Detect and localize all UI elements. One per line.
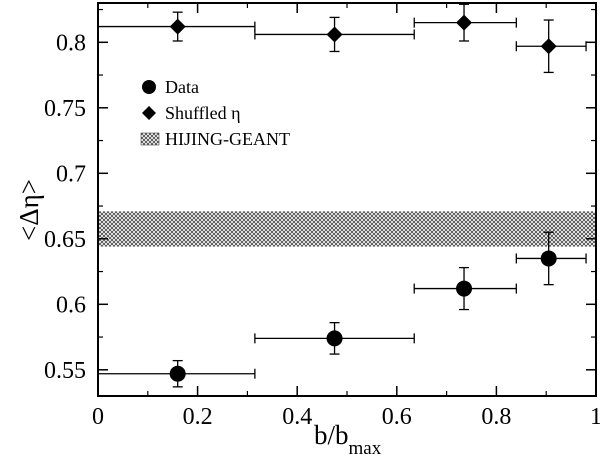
x-tick-label: 0.8 <box>481 404 511 430</box>
legend-marker-shuffled <box>142 106 156 120</box>
legend-marker-data <box>142 80 156 94</box>
x-axis-label: b/bmax <box>314 420 382 459</box>
ticks-layer: 0 0.2 0.4 0.6 0.8 1 0.55 0.6 0.65 0.7 0.75 0.8 <box>44 3 600 430</box>
legend-label-hijing: HIJING-GEANT <box>165 129 290 149</box>
shuffled-point <box>169 18 186 35</box>
shuffled-point <box>456 14 473 31</box>
x-axis-label-sub: max <box>349 438 382 459</box>
y-axis-label: <Δη> <box>14 179 44 241</box>
shuffled-point <box>540 38 557 55</box>
data-point <box>456 280 473 297</box>
series-shuffled <box>97 3 587 74</box>
data-point <box>169 365 186 382</box>
x-tick-label: 0 <box>92 404 104 430</box>
x-tick-label: 0.4 <box>282 404 312 430</box>
legend-swatch-hijing <box>140 132 160 146</box>
y-tick-label: 0.7 <box>56 161 86 187</box>
legend: Data Shuffled η HIJING-GEANT <box>140 77 290 149</box>
series-data <box>97 231 587 388</box>
x-tick-label: 0.6 <box>382 404 412 430</box>
series-layer <box>97 3 587 388</box>
legend-label-data: Data <box>165 77 199 97</box>
y-tick-label: 0.8 <box>56 30 86 56</box>
x-tick-label: 1 <box>590 404 600 430</box>
band-layer <box>98 211 596 247</box>
y-tick-label: 0.75 <box>44 96 86 122</box>
shuffled-point <box>326 26 343 43</box>
hijing-geant-band <box>98 211 596 247</box>
y-tick-label: 0.55 <box>44 358 86 384</box>
data-point <box>326 330 343 347</box>
legend-label-shuffled: Shuffled η <box>165 103 241 123</box>
x-tick-label: 0.2 <box>183 404 213 430</box>
data-point <box>540 250 557 267</box>
y-tick-label: 0.6 <box>56 292 86 318</box>
plot-frame <box>97 2 597 397</box>
y-tick-label: 0.65 <box>44 227 86 253</box>
